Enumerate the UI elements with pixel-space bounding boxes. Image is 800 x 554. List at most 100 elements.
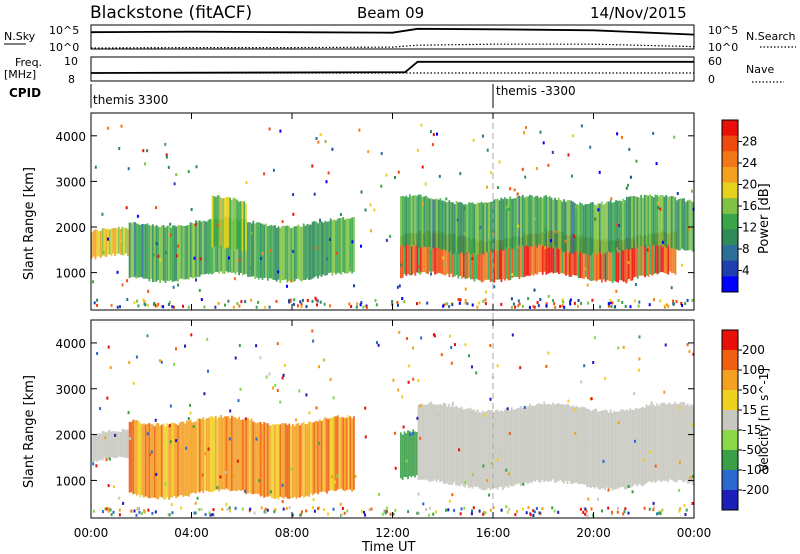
velocity-scatter-point	[472, 473, 475, 477]
power-band-cell	[480, 201, 483, 253]
velocity-band-cell	[582, 406, 585, 485]
power-band-cell	[505, 198, 508, 248]
velocity-band-cell	[338, 417, 341, 490]
power-band-cell	[407, 197, 409, 246]
velocity-scatter-point	[407, 380, 410, 384]
velocity-band-cell	[159, 425, 161, 497]
power-scatter-point	[325, 180, 328, 184]
velocity-scatter-point	[312, 339, 315, 343]
power-band-cell	[568, 199, 571, 253]
power-ground-point	[478, 301, 481, 305]
velocity-band-cell	[107, 431, 109, 460]
velocity-scatter-point	[398, 330, 401, 334]
velocity-band-cell	[309, 421, 312, 494]
power-band-cell	[455, 201, 458, 253]
power-band-cell	[502, 240, 505, 280]
velocity-scatter-point	[187, 417, 190, 420]
velocity-band-cell	[611, 412, 614, 491]
velocity-band-cell	[335, 416, 337, 491]
power-band-cell	[117, 226, 120, 254]
power-band-cell	[153, 226, 156, 282]
power-scatter-point	[424, 182, 427, 186]
velocity-scatter-point	[175, 439, 178, 443]
power-band-cell	[345, 218, 348, 274]
velocity-band-cell	[625, 409, 628, 490]
power-band-cell	[427, 230, 429, 275]
velocity-scatter-point	[678, 406, 681, 410]
nsky-label: N.Sky	[4, 30, 36, 43]
velocity-ground-point	[288, 506, 291, 509]
power-ground-point	[137, 304, 140, 308]
velocity-band-cell	[536, 404, 538, 481]
velocity-ground-point	[263, 510, 266, 514]
power-band-cell	[634, 196, 637, 249]
power-band-cell	[439, 198, 442, 250]
power-scatter-point	[146, 149, 149, 153]
power-band-cell	[157, 226, 160, 280]
velocity-band-cell	[200, 419, 203, 491]
velocity-band-cell	[471, 409, 474, 489]
velocity-ground-point	[659, 510, 662, 514]
power-band-cell	[446, 233, 449, 274]
power-band-cell	[586, 204, 589, 255]
power-band-cell	[658, 233, 661, 273]
velocity-band-cell	[209, 416, 212, 492]
power-band-cell	[575, 204, 578, 252]
power-band-cell	[541, 197, 544, 247]
power-band-cell	[134, 222, 136, 278]
power-scatter-point	[610, 197, 613, 201]
velocity-band-cell	[166, 423, 169, 497]
power-band-cell	[626, 237, 628, 281]
velocity-scatter-point	[420, 336, 423, 340]
velocity-ground-point	[313, 509, 316, 513]
power-band-cell	[196, 221, 199, 278]
velocity-scatter-point	[406, 337, 408, 340]
velocity-ground-point	[525, 511, 528, 515]
velocity-band-cell	[143, 423, 145, 498]
power-colorbar-swatch	[722, 135, 738, 152]
power-band-cell	[401, 236, 404, 278]
power-band-cell	[166, 225, 169, 281]
power-scatter-point	[493, 285, 496, 289]
power-ground-point	[306, 299, 309, 302]
velocity-band-cell	[432, 403, 434, 482]
power-band-cell	[531, 233, 533, 275]
power-band-cell	[466, 204, 469, 253]
power-scatter-point	[313, 192, 316, 196]
velocity-band-cell	[550, 404, 553, 482]
velocity-band-cell	[195, 421, 197, 494]
power-ground-point	[580, 301, 582, 305]
power-band-cell	[96, 229, 99, 257]
velocity-scatter-point	[686, 343, 689, 347]
velocity-scatter-point	[169, 440, 172, 444]
power-scatter-point	[385, 238, 388, 242]
velocity-ground-point	[541, 507, 544, 511]
velocity-ground-point	[226, 507, 229, 511]
power-ground-point	[500, 302, 503, 306]
power-band-cell	[462, 236, 465, 278]
velocity-band-cell	[636, 408, 639, 487]
power-scatter-point	[472, 138, 475, 142]
velocity-scatter-point	[456, 433, 459, 437]
velocity-scatter-point	[239, 387, 242, 391]
power-band-cell	[645, 195, 648, 246]
power-band-cell	[530, 195, 533, 247]
power-scatter-point	[154, 304, 157, 308]
velocity-scatter-point	[417, 379, 420, 383]
power-band-cell	[462, 204, 465, 254]
power-band-cell	[660, 232, 663, 272]
velocity-scatter-point	[364, 435, 367, 439]
power-scatter-point	[311, 164, 314, 168]
power-band-cell	[653, 233, 655, 275]
velocity-ground-point	[514, 513, 517, 517]
power-scatter-point	[625, 186, 628, 190]
velocity-band-cell	[631, 409, 633, 487]
power-band-cell	[452, 202, 454, 255]
velocity-band-cell	[464, 409, 467, 488]
power-band-cell	[234, 198, 237, 249]
power-band-cell	[520, 237, 523, 277]
velocity-band-cell	[410, 432, 413, 478]
velocity-scatter-point	[334, 480, 337, 484]
power-scatter-point	[228, 256, 230, 260]
velocity-ground-point	[212, 513, 215, 517]
